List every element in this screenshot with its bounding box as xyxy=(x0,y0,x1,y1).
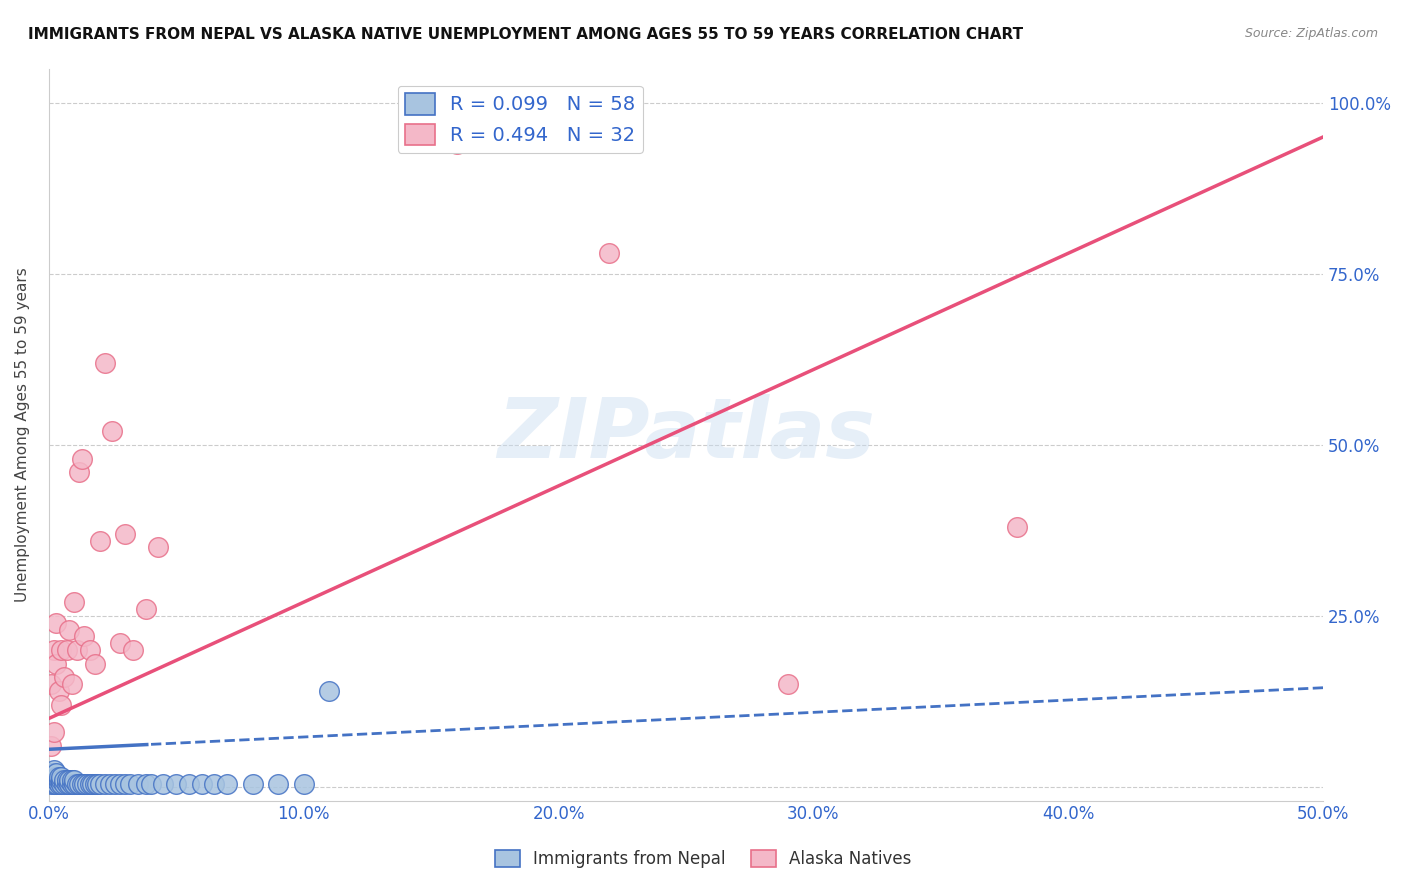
Point xyxy=(60,773,83,788)
Point xyxy=(66,643,89,657)
Point xyxy=(89,776,111,790)
Point xyxy=(292,776,315,790)
Point xyxy=(39,677,62,691)
Point xyxy=(42,776,65,790)
Point xyxy=(120,776,142,790)
Point xyxy=(60,677,83,691)
Point xyxy=(53,773,76,788)
Point xyxy=(60,776,83,790)
Point xyxy=(55,776,77,790)
Point xyxy=(67,776,90,790)
Point xyxy=(121,643,143,657)
Point xyxy=(598,246,620,260)
Point xyxy=(63,773,86,788)
Point xyxy=(66,776,89,790)
Point xyxy=(51,773,73,788)
Point xyxy=(135,602,157,616)
Point xyxy=(58,773,80,788)
Point xyxy=(83,657,105,671)
Point xyxy=(204,776,226,790)
Point xyxy=(51,698,73,712)
Point xyxy=(42,770,65,784)
Point xyxy=(114,526,136,541)
Point xyxy=(108,776,131,790)
Point xyxy=(51,643,73,657)
Point xyxy=(58,623,80,637)
Point xyxy=(53,776,76,790)
Point xyxy=(98,776,121,790)
Point xyxy=(58,776,80,790)
Point xyxy=(73,629,96,643)
Point xyxy=(80,776,103,790)
Point xyxy=(39,770,62,784)
Point xyxy=(51,770,73,784)
Point xyxy=(776,677,799,691)
Point xyxy=(135,776,157,790)
Point xyxy=(48,773,70,788)
Point xyxy=(104,776,127,790)
Point xyxy=(79,643,101,657)
Point xyxy=(139,776,162,790)
Legend: R = 0.099   N = 58, R = 0.494   N = 32: R = 0.099 N = 58, R = 0.494 N = 32 xyxy=(398,86,643,153)
Point xyxy=(48,770,70,784)
Point xyxy=(39,776,62,790)
Point xyxy=(83,776,105,790)
Point xyxy=(70,451,93,466)
Point xyxy=(39,773,62,788)
Point xyxy=(114,776,136,790)
Point xyxy=(1007,520,1029,534)
Point xyxy=(148,541,170,555)
Point xyxy=(42,773,65,788)
Point xyxy=(127,776,149,790)
Point xyxy=(39,739,62,753)
Point xyxy=(39,766,62,780)
Y-axis label: Unemployment Among Ages 55 to 59 years: Unemployment Among Ages 55 to 59 years xyxy=(15,268,30,602)
Point xyxy=(42,643,65,657)
Point xyxy=(42,766,65,780)
Point xyxy=(42,725,65,739)
Point xyxy=(101,424,124,438)
Point xyxy=(73,776,96,790)
Point xyxy=(165,776,187,790)
Point xyxy=(318,684,340,698)
Point xyxy=(45,776,67,790)
Point xyxy=(45,615,67,630)
Point xyxy=(55,643,77,657)
Point xyxy=(45,657,67,671)
Point xyxy=(53,670,76,684)
Point xyxy=(446,136,468,151)
Point xyxy=(190,776,212,790)
Point xyxy=(242,776,264,790)
Text: IMMIGRANTS FROM NEPAL VS ALASKA NATIVE UNEMPLOYMENT AMONG AGES 55 TO 59 YEARS CO: IMMIGRANTS FROM NEPAL VS ALASKA NATIVE U… xyxy=(28,27,1024,42)
Point xyxy=(267,776,290,790)
Point xyxy=(86,776,108,790)
Point xyxy=(152,776,174,790)
Point xyxy=(51,776,73,790)
Point xyxy=(45,766,67,780)
Point xyxy=(76,776,98,790)
Point xyxy=(48,684,70,698)
Point xyxy=(89,533,111,548)
Point xyxy=(79,776,101,790)
Point xyxy=(177,776,200,790)
Point xyxy=(217,776,239,790)
Point xyxy=(45,773,67,788)
Point xyxy=(70,776,93,790)
Point xyxy=(94,776,117,790)
Point xyxy=(42,763,65,777)
Text: ZIPatlas: ZIPatlas xyxy=(496,394,875,475)
Point xyxy=(45,770,67,784)
Point xyxy=(94,356,117,370)
Point xyxy=(67,465,90,479)
Point xyxy=(48,776,70,790)
Text: Source: ZipAtlas.com: Source: ZipAtlas.com xyxy=(1244,27,1378,40)
Point xyxy=(63,776,86,790)
Point xyxy=(55,773,77,788)
Point xyxy=(63,595,86,609)
Legend: Immigrants from Nepal, Alaska Natives: Immigrants from Nepal, Alaska Natives xyxy=(488,843,918,875)
Point xyxy=(108,636,131,650)
